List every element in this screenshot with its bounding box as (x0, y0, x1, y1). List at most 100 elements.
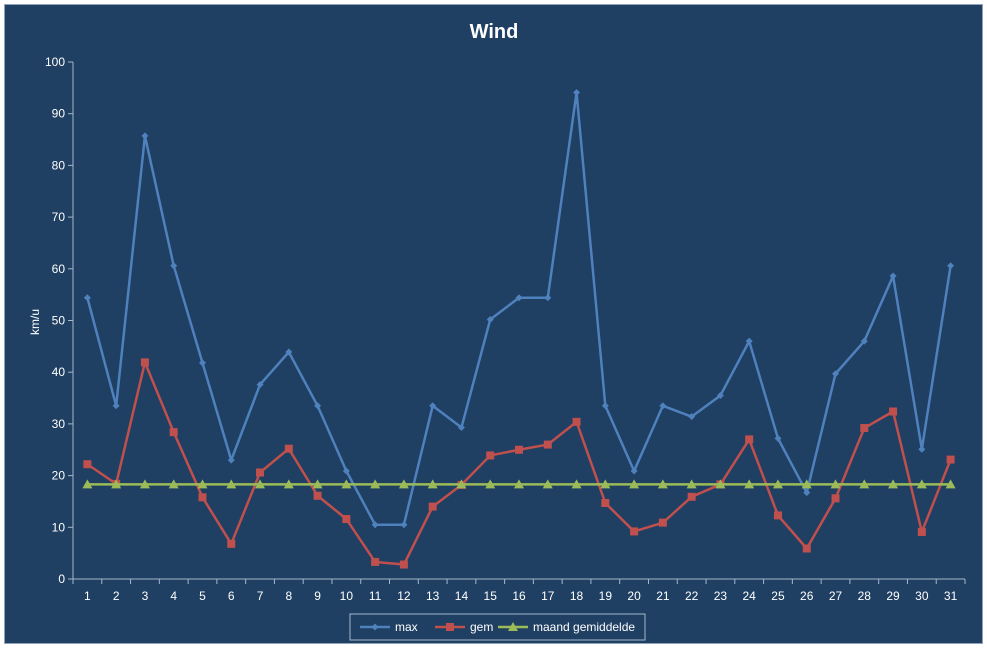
data-point (946, 455, 955, 464)
data-point (945, 479, 956, 489)
data-point (659, 402, 667, 410)
legend-box (349, 613, 646, 641)
data-point (543, 440, 552, 449)
data-point (947, 262, 955, 270)
data-point (168, 479, 179, 489)
data-point (630, 467, 638, 475)
data-point (486, 451, 495, 460)
series-3 (82, 479, 956, 489)
data-point (198, 359, 206, 367)
data-point (686, 479, 697, 489)
data-point (457, 424, 465, 432)
data-point (313, 491, 322, 500)
data-point (370, 479, 381, 489)
x-tick-label: 22 (685, 589, 699, 603)
y-tick-label: 80 (52, 158, 66, 172)
data-point (802, 544, 811, 553)
data-point (774, 434, 782, 442)
data-point (83, 460, 92, 469)
data-point (573, 89, 581, 97)
y-tick-label: 40 (52, 365, 66, 379)
series-1 (83, 89, 955, 529)
x-tick-label: 28 (858, 589, 872, 603)
data-point (226, 479, 237, 489)
y-tick-label: 30 (52, 417, 66, 431)
data-point (832, 370, 840, 378)
series-2 (83, 358, 955, 569)
x-tick-label: 16 (512, 589, 526, 603)
data-point (486, 315, 494, 323)
legend-marker (446, 623, 454, 631)
legend-marker (371, 623, 379, 631)
data-point (428, 502, 437, 511)
x-tick-label: 18 (570, 589, 584, 603)
data-point (629, 479, 640, 489)
data-point (745, 337, 753, 345)
data-point (715, 479, 726, 489)
x-tick-label: 29 (886, 589, 900, 603)
legend-label: maand gemiddelde (533, 620, 635, 634)
data-point (256, 468, 265, 477)
data-point (916, 479, 927, 489)
data-point (830, 479, 841, 489)
data-point (197, 479, 208, 489)
data-point (399, 560, 408, 569)
legend-entry: max (360, 620, 418, 634)
chart-title: Wind (470, 21, 519, 43)
data-point (169, 428, 178, 437)
x-tick-label: 15 (484, 589, 498, 603)
x-tick-label: 14 (455, 589, 469, 603)
data-point (400, 521, 408, 529)
y-tick-label: 70 (52, 210, 66, 224)
legend: max gem maand gemiddelde (349, 613, 646, 641)
data-point (140, 358, 149, 367)
y-tick-label: 60 (52, 262, 66, 276)
data-point (429, 402, 437, 410)
data-point (860, 337, 868, 345)
data-point (341, 479, 352, 489)
y-tick-label: 0 (58, 572, 65, 586)
x-tick-label: 24 (743, 589, 757, 603)
data-point (888, 479, 899, 489)
legend-marker (508, 622, 518, 631)
data-point (82, 479, 93, 489)
data-point (255, 479, 266, 489)
legend-entry: maand gemiddelde (498, 620, 635, 634)
x-tick-label: 1 (84, 589, 91, 603)
x-tick-label: 10 (340, 589, 354, 603)
series-line (86, 361, 952, 566)
data-point (285, 348, 293, 356)
data-point (889, 407, 898, 416)
y-axis-title: km/u (28, 309, 42, 335)
data-point (427, 479, 438, 489)
x-tick-label: 13 (426, 589, 440, 603)
data-point (745, 435, 754, 444)
series-line (86, 91, 952, 526)
y-tick-label: 20 (52, 469, 66, 483)
data-point (657, 479, 668, 489)
x-tick-label: 30 (915, 589, 929, 603)
data-point (803, 489, 811, 497)
data-point (342, 467, 350, 475)
x-tick-label: 11 (369, 589, 382, 603)
data-point (630, 527, 639, 536)
x-tick-label: 21 (656, 589, 670, 603)
data-point (917, 527, 926, 536)
data-point (801, 479, 812, 489)
data-point (111, 479, 122, 489)
x-tick-label: 20 (627, 589, 641, 603)
data-point (139, 479, 150, 489)
x-tick-label: 26 (800, 589, 814, 603)
data-point (571, 479, 582, 489)
x-tick-label: 5 (199, 589, 206, 603)
data-point (544, 294, 552, 302)
data-point (141, 132, 149, 140)
data-point (515, 445, 523, 454)
data-point (687, 492, 696, 501)
data-point (371, 521, 379, 529)
x-tick-label: 12 (397, 589, 411, 603)
data-point (601, 402, 609, 410)
data-point (859, 479, 870, 489)
data-point (658, 518, 667, 527)
